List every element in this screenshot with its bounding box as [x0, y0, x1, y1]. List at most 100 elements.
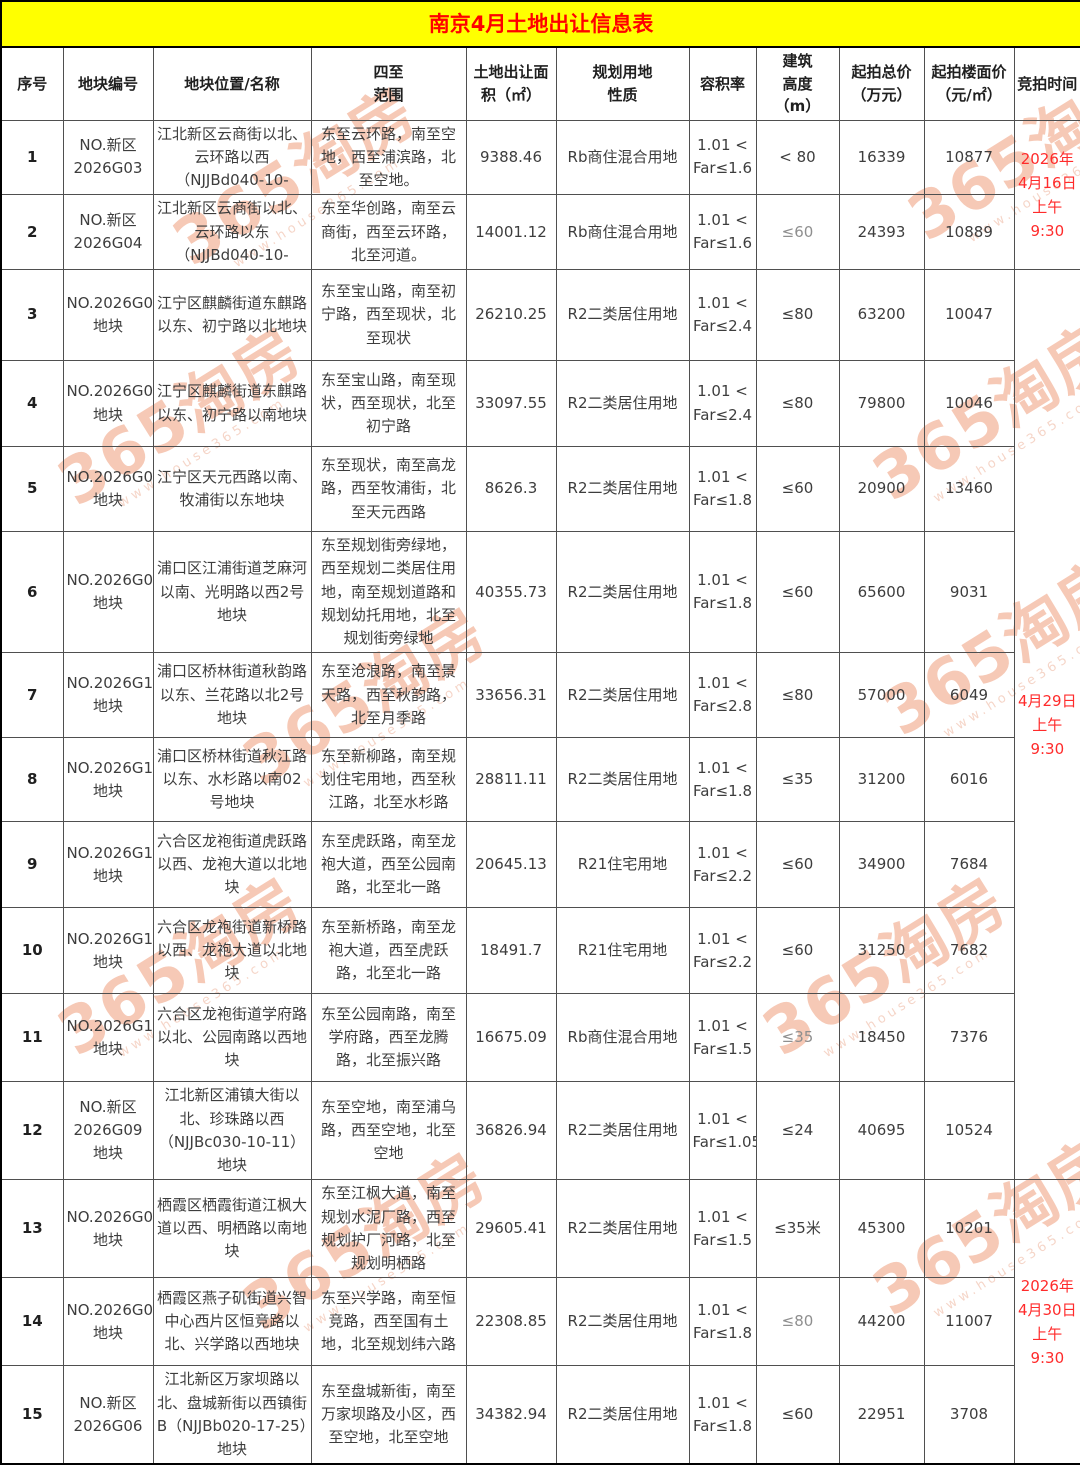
table-row: 11 NO.2026G14 地块 六合区龙袍街道学府路以北、公园南路以西地块 东至公园…: [0, 993, 1080, 1083]
cell-boundaries: 东至华创路，南至云商街，西至云环路，北至河道。: [310, 194, 467, 270]
cell-location: 浦口区江浦街道芝麻河以南、光明路以西2号地块: [152, 530, 312, 654]
cell-plot-code: NO.2026G12 地块: [62, 821, 154, 909]
cell-start-floor-price: 7376: [923, 993, 1015, 1083]
cell-index: 8: [0, 737, 64, 823]
cell-boundaries: 东至云环路，南至空地，西至浦滨路，北至空地。: [310, 119, 467, 196]
cell-plot-code: NO.2026G13 地块: [62, 907, 154, 995]
cell-index: 2: [0, 194, 64, 270]
table-row: 8 NO.2026G11 地块 浦口区桥林街道秋江路以东、水杉路以南02号地块 东至新…: [0, 737, 1080, 823]
cell-start-total-price: 31250: [838, 907, 925, 995]
cell-start-floor-price: 10889: [923, 194, 1015, 270]
cell-far: 1.01 < Far≤2.8: [688, 652, 757, 739]
cell-far: 1.01 < Far≤1.6: [688, 119, 757, 196]
cell-land-use: R2二类居住用地: [555, 446, 690, 532]
cell-building-height: < 80: [755, 119, 840, 196]
cell-building-height: ≤80: [755, 652, 840, 739]
cell-start-floor-price: 10201: [923, 1179, 1015, 1279]
cell-building-height: ≤35米: [755, 1179, 840, 1279]
cell-land-use: R2二类居住用地: [555, 652, 690, 739]
cell-area: 29605.41: [465, 1179, 557, 1279]
cell-far: 1.01 < Far≤1.8: [688, 446, 757, 532]
cell-building-height: ≤60: [755, 194, 840, 270]
table-row: 1 NO.新区 2026G03 江北新区云商街以北、云环路以西（NJJBd040-1…: [0, 119, 1080, 270]
cell-land-use: Rb商住混合用地: [555, 119, 690, 196]
cell-auction-time: 2026年4月30日上午9:30: [1013, 1179, 1080, 1465]
cell-land-use: Rb商住混合用地: [555, 194, 690, 270]
cell-area: 9388.46: [465, 119, 557, 196]
table-row: 7 NO.2026G10 地块 浦口区桥林街道秋韵路以东、兰花路以北2号地块 东至沧浪…: [0, 652, 1080, 739]
cell-plot-code: NO.2026G08 地块: [62, 446, 154, 532]
cell-land-use: R21住宅用地: [555, 821, 690, 909]
cell-index: 11: [0, 993, 64, 1083]
cell-start-floor-price: 13460: [923, 446, 1015, 532]
cell-building-height: ≤24: [755, 1081, 840, 1181]
cell-location: 江北新区浦镇大街以北、珍珠路以西（NJJBc030-10-11）地块: [152, 1081, 312, 1181]
cell-start-total-price: 20900: [838, 446, 925, 532]
cell-start-total-price: 57000: [838, 652, 925, 739]
cell-far: 1.01 < Far≤1.8: [688, 737, 757, 823]
cell-boundaries: 东至新桥路，南至龙袍大道，西至虎跃路，北至北一路: [310, 907, 467, 995]
cell-location: 六合区龙袍街道新桥路以西、龙袍大道以北地块: [152, 907, 312, 995]
cell-start-floor-price: 10877: [923, 119, 1015, 196]
cell-far: 1.01 < Far≤2.4: [688, 360, 757, 447]
cell-building-height: ≤60: [755, 446, 840, 532]
cell-boundaries: 东至宝山路，南至现状，西至现状，北至初宁路: [310, 360, 467, 447]
table-row: 14 NO.2026G05 地块 栖霞区燕子矶街道兴智中心西片区恒竞路以北、兴学路以…: [0, 1277, 1080, 1367]
cell-area: 33656.31: [465, 652, 557, 739]
cell-boundaries: 东至江枫大道，南至规划水泥厂路，西至规划护厂河路，北至规划明栖路: [310, 1179, 467, 1279]
cell-auction-time: 2026年4月16日上午9:30: [1013, 119, 1080, 270]
cell-start-floor-price: 11007: [923, 1277, 1015, 1367]
cell-location: 浦口区桥林街道秋江路以东、水杉路以南02号地块: [152, 737, 312, 823]
cell-location: 栖霞区燕子矶街道兴智中心西片区恒竞路以北、兴学路以西地块: [152, 1277, 312, 1367]
table-row: 9 NO.2026G12 地块 六合区龙袍街道虎跃路以西、龙袍大道以北地块 东至虎跃路…: [0, 821, 1080, 909]
cell-start-total-price: 45300: [838, 1179, 925, 1279]
cell-building-height: ≤80: [755, 1277, 840, 1367]
cell-location: 六合区龙袍街道虎跃路以西、龙袍大道以北地块: [152, 821, 312, 909]
cell-far: 1.01 < Far≤1.8: [688, 530, 757, 654]
cell-index: 1: [0, 119, 64, 196]
cell-far: 1.01 < Far≤1.6: [688, 194, 757, 270]
cell-start-total-price: 24393: [838, 194, 925, 270]
cell-start-total-price: 79800: [838, 360, 925, 447]
cell-far: 1.01 < Far≤1.8: [688, 1277, 757, 1367]
table-row: 5 NO.2026G08 地块 江宁区天元西路以南、牧浦街以东地块 东至现状，南至高龙…: [0, 446, 1080, 532]
cell-area: 16675.09: [465, 993, 557, 1083]
cell-start-total-price: 63200: [838, 269, 925, 361]
title-row: 南京4月土地出让信息表: [0, 0, 1080, 48]
cell-far: 1.01 < Far≤1.5: [688, 1179, 757, 1279]
cell-start-total-price: 31200: [838, 737, 925, 823]
cell-far: 1.01 < Far≤2.4: [688, 269, 757, 361]
cell-far: 1.01 < Far≤2.2: [688, 907, 757, 995]
table-row: 10 NO.2026G13 地块 六合区龙袍街道新桥路以西、龙袍大道以北地块 东至新桥…: [0, 907, 1080, 995]
cell-location: 江北新区云商街以北、云环路以东（NJJBd040-10-: [152, 194, 312, 270]
cell-far: 1.01 < Far≤1.05: [688, 1081, 757, 1181]
table-row: 13 NO.2026G04 地块 栖霞区栖霞街道江枫大道以西、明栖路以南地块 东至江枫…: [0, 1179, 1080, 1465]
cell-far: 1.01 < Far≤1.8: [688, 1365, 757, 1465]
cell-index: 13: [0, 1179, 64, 1279]
cell-location: 六合区龙袍街道学府路以北、公园南路以西地块: [152, 993, 312, 1083]
cell-location: 江宁区麒麟街道东麒路以东、初宁路以北地块: [152, 269, 312, 361]
cell-land-use: R2二类居住用地: [555, 269, 690, 361]
col-header-index: 序号: [0, 46, 64, 121]
cell-far: 1.01 < Far≤1.5: [688, 993, 757, 1083]
cell-plot-code: NO.2026G06 地块: [62, 269, 154, 361]
cell-area: 20645.13: [465, 821, 557, 909]
cell-land-use: Rb商住混合用地: [555, 993, 690, 1083]
cell-location: 江北新区万家坝路以北、盘城新街以西镇街B（NJJBb020-17-25）地块: [152, 1365, 312, 1465]
header-row: 序号 地块编号 地块位置/名称 四至 范围 土地出让面 积（㎡） 规划用地 性质 容积率 建筑…: [0, 46, 1080, 121]
cell-land-use: R2二类居住用地: [555, 737, 690, 823]
cell-boundaries: 东至宝山路，南至初宁路，西至现状，北至现状: [310, 269, 467, 361]
cell-start-floor-price: 9031: [923, 530, 1015, 654]
cell-boundaries: 东至兴学路，南至恒竞路，西至国有土地，北至规划纬六路: [310, 1277, 467, 1367]
cell-start-total-price: 65600: [838, 530, 925, 654]
cell-location: 江宁区天元西路以南、牧浦街以东地块: [152, 446, 312, 532]
cell-start-total-price: 34900: [838, 821, 925, 909]
cell-start-floor-price: 10524: [923, 1081, 1015, 1181]
col-header-location: 地块位置/名称: [152, 46, 312, 121]
cell-index: 4: [0, 360, 64, 447]
cell-index: 6: [0, 530, 64, 654]
cell-land-use: R2二类居住用地: [555, 1365, 690, 1465]
cell-location: 江北新区云商街以北、云环路以西（NJJBd040-10-: [152, 119, 312, 196]
cell-start-floor-price: 7684: [923, 821, 1015, 909]
